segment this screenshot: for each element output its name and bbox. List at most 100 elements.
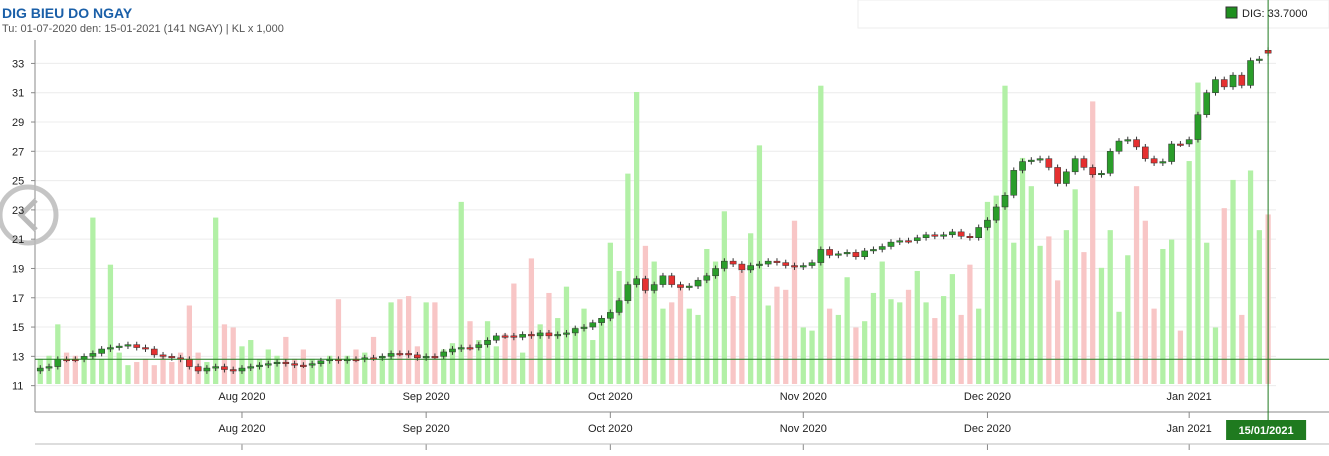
volume-bar [63, 352, 70, 384]
y-tick-label: 19 [12, 263, 24, 275]
candle-body [1256, 58, 1263, 61]
candle-body [1238, 74, 1246, 86]
volume-bar [704, 248, 710, 384]
volume-bar [1160, 248, 1166, 384]
candle-body [1212, 79, 1219, 93]
candle-body [1106, 151, 1114, 174]
candle-body [598, 318, 605, 323]
candle-body [642, 278, 649, 291]
candle-body [247, 366, 255, 369]
volume-bar [353, 349, 359, 384]
volume-bar [1063, 230, 1070, 384]
candle-body [1071, 158, 1079, 173]
volume-bar [721, 211, 727, 384]
volume-bar [1054, 280, 1061, 384]
candle-body [1194, 114, 1202, 140]
volume-bar [914, 270, 920, 384]
volume-bar [379, 355, 385, 384]
candle-body [273, 361, 281, 364]
candle-body [54, 359, 62, 367]
y-tick-label: 15 [12, 322, 24, 334]
x-tick-label: Oct 2020 [588, 391, 633, 403]
volume-bar [853, 327, 859, 384]
candle-body [931, 234, 939, 237]
volume-bar [335, 299, 342, 384]
volume-bar [90, 217, 96, 384]
candle-body [650, 284, 658, 291]
volume-bar [791, 220, 798, 384]
candle-body [89, 353, 97, 357]
candle-body [984, 219, 991, 228]
candle-body [861, 250, 868, 258]
volume-bar [739, 270, 745, 384]
candle-body [773, 260, 781, 263]
volume-bar [291, 358, 298, 384]
candle-body [300, 364, 307, 367]
volume-bar [458, 201, 464, 384]
volume-bar [309, 358, 315, 384]
volume-bar [1142, 220, 1148, 384]
candle-body [203, 367, 211, 372]
volume-bar [765, 305, 771, 384]
x-tick-label: Dec 2020 [964, 391, 1011, 403]
candle-body [186, 359, 193, 367]
volume-bar [1098, 267, 1105, 384]
nav-circle[interactable] [0, 184, 59, 246]
candle-body [992, 206, 1000, 221]
volume-bar [1186, 161, 1192, 384]
volume-bar [99, 358, 105, 384]
volume-bar [248, 340, 254, 384]
volume-bar [1212, 327, 1219, 384]
candle-body [124, 344, 132, 347]
candle-body [387, 353, 395, 357]
candle-body [1089, 167, 1097, 175]
volume-bar [1125, 255, 1131, 384]
candle-body [712, 268, 719, 277]
volume-bar [940, 296, 947, 384]
candle-body [422, 356, 430, 359]
volume-bar [870, 292, 877, 384]
volume-bar [616, 270, 622, 384]
volume-bar [1256, 230, 1262, 384]
candle-body [817, 249, 825, 263]
volume-bar [256, 358, 263, 384]
candle-body [150, 348, 158, 356]
candle-body [1098, 173, 1105, 176]
candle-body [159, 354, 167, 357]
volume-layer [37, 82, 1271, 385]
volume-bar [625, 173, 631, 384]
candle-body [291, 363, 298, 366]
volume-bar [651, 261, 657, 384]
volume-bar [388, 302, 394, 384]
candle-body [168, 356, 176, 359]
volume-bar [809, 330, 815, 384]
candle-body [887, 241, 895, 247]
volume-bar [967, 264, 973, 384]
volume-bar [493, 346, 499, 384]
volume-bar [72, 355, 78, 384]
volume-bar [441, 349, 447, 384]
x-tick-label: Aug 2020 [218, 423, 265, 435]
candle-body [194, 366, 202, 372]
volume-bar [879, 261, 885, 384]
candle-body [1001, 194, 1009, 208]
candle-body [826, 249, 833, 256]
volume-bar [695, 314, 701, 384]
volume-bar [993, 195, 999, 384]
volume-bar [1151, 308, 1157, 384]
candle-body [484, 339, 491, 345]
candle-body [1019, 161, 1026, 171]
volume-bar [467, 321, 473, 384]
volume-bar [55, 324, 61, 384]
candle-body [133, 344, 141, 348]
volume-bar [327, 355, 333, 384]
candle-body [1133, 139, 1140, 148]
nav-back-button[interactable] [0, 184, 59, 246]
volume-bar [660, 308, 666, 384]
nav-arrow[interactable] [17, 198, 38, 232]
volume-bar [783, 289, 789, 384]
x-tick-label: Nov 2020 [780, 391, 827, 403]
candle-body [1115, 140, 1123, 152]
volume-bar [397, 299, 403, 384]
volume-bar [932, 318, 938, 384]
